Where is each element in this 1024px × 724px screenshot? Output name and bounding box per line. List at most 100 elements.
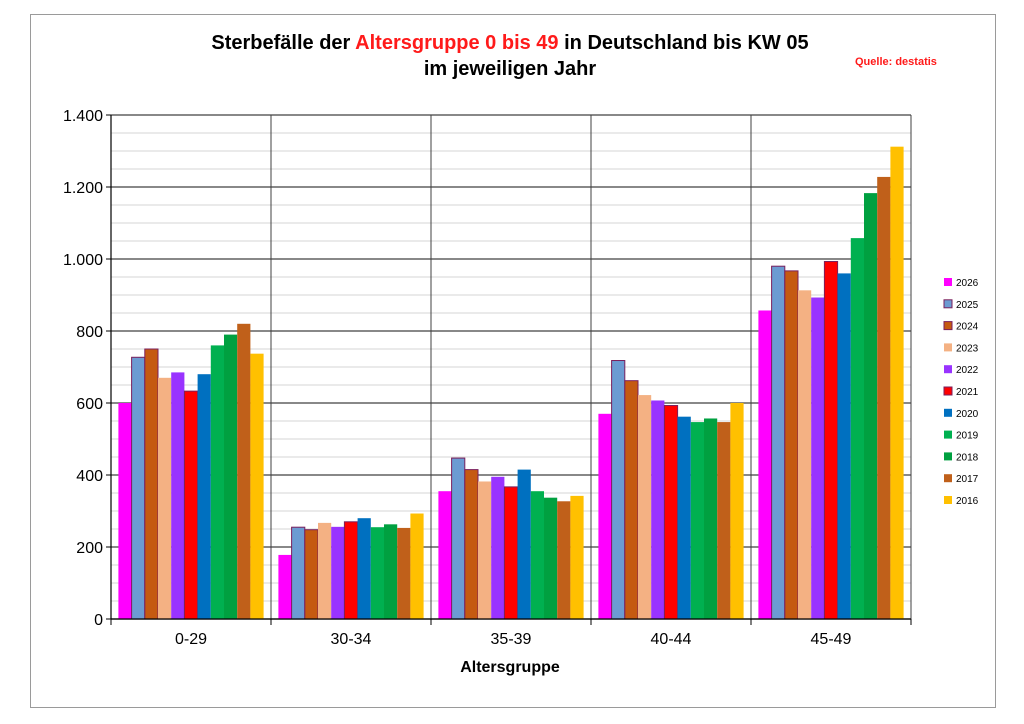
bar-2026-40-44 bbox=[598, 413, 612, 619]
x-tick-labels: 0-29 30-34 35-39 40-44 45-49 bbox=[175, 631, 852, 648]
bar-2020-45-49 bbox=[837, 273, 851, 619]
title-part2: in Deutschland bis KW 05 bbox=[558, 32, 809, 54]
bar-2022-45-49 bbox=[811, 297, 825, 619]
bar-2021-35-39 bbox=[503, 486, 519, 620]
legend-swatch-2026 bbox=[944, 278, 952, 286]
bar-2020-0-29 bbox=[197, 374, 211, 619]
legend-swatch-2016 bbox=[944, 496, 952, 504]
bar-2021-30-34 bbox=[343, 521, 359, 620]
legend-swatch-2021 bbox=[943, 386, 953, 396]
chart-title: Sterbefälle der Altersgruppe 0 bis 49 in… bbox=[170, 30, 850, 82]
bar-2016-40-44 bbox=[730, 403, 744, 619]
bar-2016-0-29 bbox=[250, 353, 264, 619]
bar-2024-30-34 bbox=[304, 529, 319, 620]
source-label: Quelle: destatis bbox=[855, 56, 937, 68]
bar-2020-35-39 bbox=[517, 469, 531, 619]
y-tick-label: 600 bbox=[76, 396, 103, 413]
bar-2025-45-49 bbox=[771, 265, 786, 620]
bar-2017-35-39 bbox=[557, 501, 571, 619]
bar-2018-40-44 bbox=[704, 418, 718, 619]
bar-2025-40-44 bbox=[611, 360, 626, 620]
legend-swatch-2018 bbox=[944, 452, 952, 461]
bar-2016-30-34 bbox=[410, 513, 424, 619]
legend-label-2021: 2021 bbox=[956, 387, 979, 398]
legend-label-2018: 2018 bbox=[956, 452, 979, 463]
x-tick-label: 45-49 bbox=[811, 631, 852, 648]
bar-2019-0-29 bbox=[210, 345, 224, 619]
bar-2025-0-29 bbox=[131, 356, 146, 620]
x-tick-label: 40-44 bbox=[651, 631, 692, 648]
bar-2016-35-39 bbox=[570, 495, 584, 619]
legend-label-2023: 2023 bbox=[956, 343, 979, 354]
bar-2022-30-34 bbox=[331, 526, 345, 619]
bar-2022-0-29 bbox=[171, 372, 185, 619]
y-tick-label: 800 bbox=[76, 324, 103, 341]
y-tick-label: 1.400 bbox=[63, 108, 103, 125]
legend-label-2025: 2025 bbox=[956, 300, 979, 311]
legend-swatch-2023 bbox=[944, 343, 952, 352]
bar-2024-0-29 bbox=[144, 348, 159, 620]
bars bbox=[118, 146, 904, 620]
bar-2026-35-39 bbox=[438, 491, 452, 619]
legend-swatch-2019 bbox=[944, 430, 952, 439]
bar-2025-30-34 bbox=[291, 526, 306, 620]
bar-2019-45-49 bbox=[850, 238, 864, 619]
bar-2018-30-34 bbox=[384, 524, 398, 619]
bar-2020-30-34 bbox=[357, 518, 371, 619]
bar-2026-0-29 bbox=[118, 403, 132, 619]
x-tick-label: 30-34 bbox=[331, 631, 372, 648]
legend-swatch-2020 bbox=[944, 408, 952, 417]
legend-label-2016: 2016 bbox=[956, 496, 979, 507]
bar-2017-30-34 bbox=[397, 527, 411, 619]
y-tick-label: 1.200 bbox=[63, 180, 103, 197]
bar-2018-35-39 bbox=[544, 497, 558, 619]
legend-label-2017: 2017 bbox=[956, 474, 979, 485]
legend-label-2022: 2022 bbox=[956, 365, 979, 376]
bar-2021-0-29 bbox=[183, 390, 199, 620]
bar-2023-0-29 bbox=[158, 377, 172, 619]
title-part1: Sterbefälle der bbox=[211, 32, 356, 54]
bar-2025-35-39 bbox=[451, 457, 466, 620]
bar-2019-30-34 bbox=[370, 527, 384, 619]
title-highlight: Altersgruppe 0 bis 49 bbox=[355, 32, 559, 54]
legend-label-2026: 2026 bbox=[956, 278, 979, 289]
title-line2: im jeweiligen Jahr bbox=[423, 58, 597, 80]
bar-2016-45-49 bbox=[890, 146, 904, 619]
bar-2022-40-44 bbox=[651, 400, 665, 619]
legend-swatch-2017 bbox=[944, 474, 952, 483]
bar-2023-30-34 bbox=[318, 522, 332, 619]
bar-2019-35-39 bbox=[530, 491, 544, 619]
legend-label-2024: 2024 bbox=[956, 322, 979, 333]
bar-2017-45-49 bbox=[877, 176, 891, 620]
bar-2023-35-39 bbox=[478, 481, 492, 619]
bar-2021-45-49 bbox=[823, 261, 839, 620]
legend-label-2019: 2019 bbox=[956, 431, 979, 442]
x-tick-label: 35-39 bbox=[491, 631, 532, 648]
bar-2026-45-49 bbox=[758, 310, 772, 619]
bar-2018-0-29 bbox=[224, 334, 238, 619]
bar-2017-40-44 bbox=[717, 422, 731, 619]
bar-2026-30-34 bbox=[278, 554, 292, 619]
bar-2022-35-39 bbox=[491, 476, 505, 619]
y-tick-labels: 0 200 400 600 800 1.000 1.200 1.400 bbox=[63, 108, 103, 629]
bar-2024-45-49 bbox=[784, 270, 799, 620]
legend-swatch-2024 bbox=[943, 321, 953, 331]
legend-swatch-2022 bbox=[944, 365, 952, 374]
bar-2020-40-44 bbox=[677, 416, 691, 619]
bar-2024-40-44 bbox=[624, 380, 639, 620]
x-axis-label: Altersgruppe bbox=[460, 659, 560, 676]
bar-2017-0-29 bbox=[237, 323, 251, 619]
bar-2023-40-44 bbox=[638, 395, 652, 619]
legend-swatch-2025 bbox=[943, 299, 953, 309]
y-tick-label: 400 bbox=[76, 468, 103, 485]
legend: 2026 2025 2024 2023 2022 2021 2020 2019 2018 2017… bbox=[943, 278, 979, 507]
x-tick-label: 0-29 bbox=[175, 631, 207, 648]
y-tick-label: 1.000 bbox=[63, 252, 103, 269]
bar-2024-35-39 bbox=[464, 469, 479, 620]
legend-label-2020: 2020 bbox=[956, 409, 979, 420]
bar-2019-40-44 bbox=[690, 422, 704, 619]
bar-2018-45-49 bbox=[864, 193, 878, 619]
y-tick-label: 200 bbox=[76, 540, 103, 557]
bar-2021-40-44 bbox=[663, 405, 679, 620]
